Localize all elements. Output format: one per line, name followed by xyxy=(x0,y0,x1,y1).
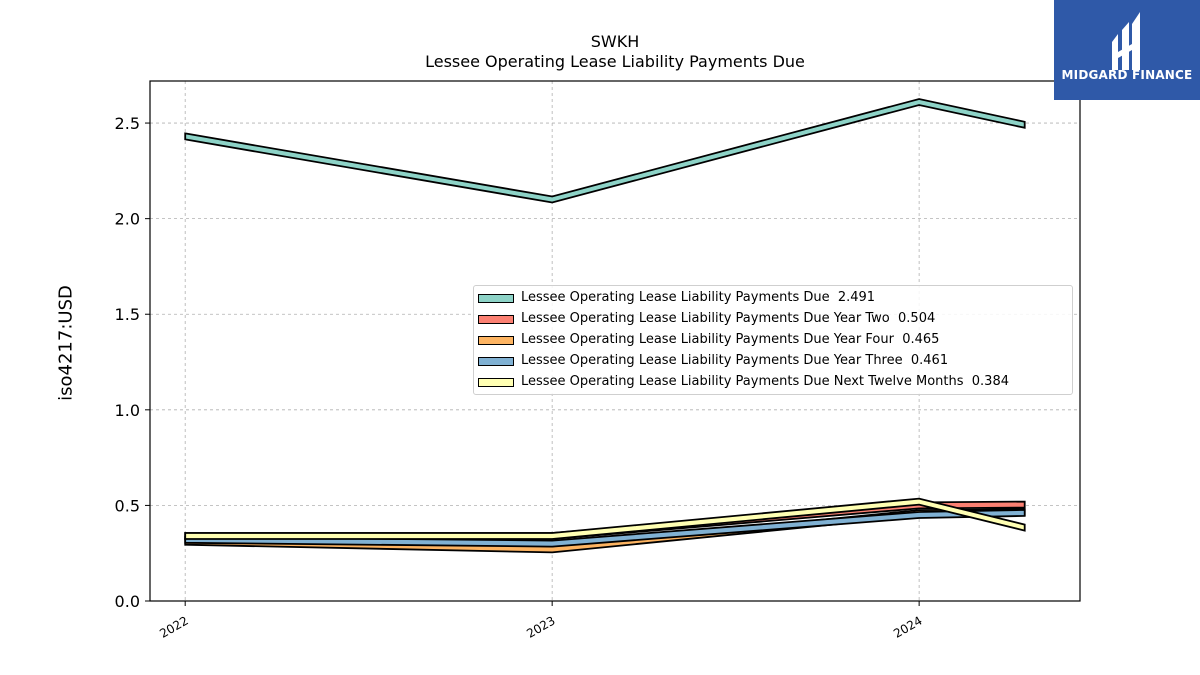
chart-title: SWKH xyxy=(590,32,640,51)
series-layer xyxy=(184,98,1026,554)
y-tick-label: 1.5 xyxy=(115,305,140,324)
legend-swatch xyxy=(478,336,514,345)
legend-label: Lessee Operating Lease Liability Payment… xyxy=(521,290,876,305)
y-tick-label: 0.0 xyxy=(115,592,140,611)
y-tick-label: 1.0 xyxy=(115,401,140,420)
legend-label: Lessee Operating Lease Liability Payment… xyxy=(521,311,936,326)
y-tick-label: 2.0 xyxy=(115,210,140,229)
legend-swatch xyxy=(478,378,514,387)
y-tick-label: 2.5 xyxy=(115,114,140,133)
logo-mark-icon xyxy=(1112,12,1140,70)
plot-frame xyxy=(149,80,1081,602)
chart-subtitle: Lessee Operating Lease Liability Payment… xyxy=(425,52,805,71)
x-tick-label: 2024 xyxy=(891,613,924,640)
y-axis-label: iso4217:USD xyxy=(55,285,77,401)
legend-label: Lessee Operating Lease Liability Payment… xyxy=(521,353,949,368)
legend-label: Lessee Operating Lease Liability Payment… xyxy=(521,332,940,347)
chart-legend: Lessee Operating Lease Liability Payment… xyxy=(473,285,1073,395)
series-line xyxy=(184,98,1026,204)
series-line xyxy=(184,497,1026,540)
brand-logo: MIDGARD FINANCE xyxy=(1054,0,1200,100)
legend-swatch xyxy=(478,294,514,303)
y-tick-label: 0.5 xyxy=(115,496,140,515)
series-line xyxy=(184,508,1026,548)
legend-swatch xyxy=(478,357,514,366)
logo-text: MIDGARD FINANCE xyxy=(1061,68,1193,82)
x-tick-label: 2023 xyxy=(524,613,557,640)
legend-label: Lessee Operating Lease Liability Payment… xyxy=(521,374,1009,389)
x-tick-label: 2022 xyxy=(157,613,190,640)
legend-swatch xyxy=(478,315,514,324)
